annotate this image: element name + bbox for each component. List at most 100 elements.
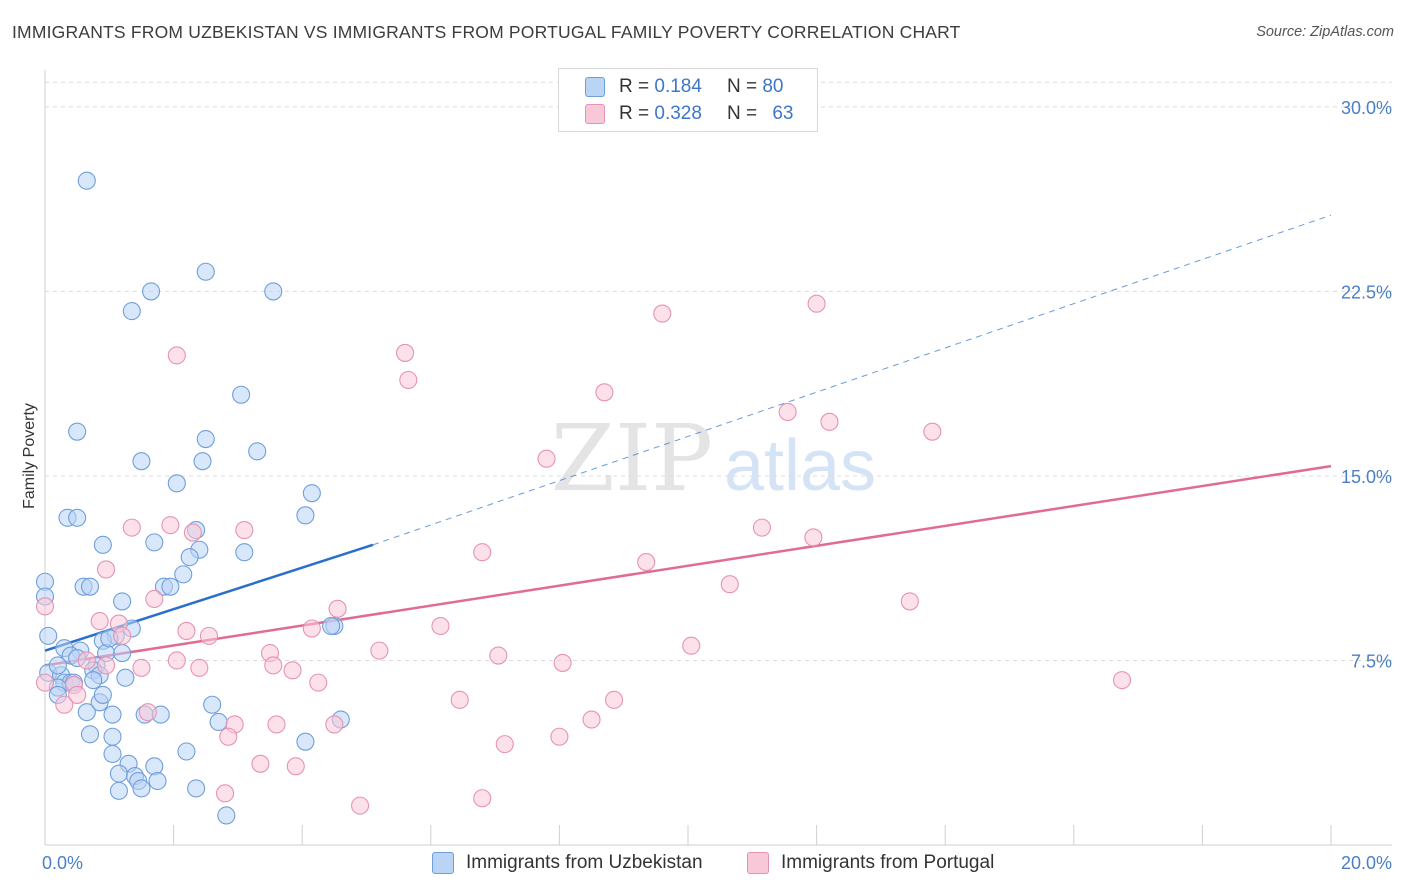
point-uzbekistan [180, 548, 199, 567]
point-uzbekistan [68, 422, 87, 441]
bottom-legend-swatch-uzbekistan [432, 852, 454, 874]
y-tick-label: 30.0% [1341, 98, 1392, 118]
watermark: ZIP atlas [551, 405, 876, 512]
point-uzbekistan [132, 452, 151, 471]
point-uzbekistan [113, 644, 132, 663]
point-portugal [489, 646, 508, 665]
point-uzbekistan [122, 302, 141, 321]
point-portugal [132, 658, 151, 677]
point-uzbekistan [209, 712, 228, 732]
point-portugal [820, 412, 839, 431]
point-uzbekistan [145, 757, 164, 776]
point-portugal [396, 343, 415, 362]
point-uzbekistan [196, 262, 215, 281]
source-credit: Source: ZipAtlas.com [1256, 24, 1394, 40]
point-uzbekistan [232, 385, 251, 404]
legend-r-label: R = [619, 103, 650, 124]
trend-line-uzbekistan-extension [372, 214, 1332, 546]
point-portugal [807, 294, 826, 313]
point-portugal [595, 383, 614, 402]
point-uzbekistan [193, 452, 212, 471]
legend-row-portugal: R = 0.328 N = 63 [585, 102, 793, 126]
point-portugal [325, 715, 344, 734]
point-portugal [431, 616, 450, 636]
point-portugal [199, 626, 219, 645]
bottom-legend-uzbekistan: Immigrants from Uzbekistan [432, 852, 703, 874]
legend-n-value: 80 [762, 76, 784, 97]
point-portugal [161, 516, 180, 535]
point-portugal [235, 521, 254, 540]
legend-n-label: N = [726, 76, 758, 97]
point-portugal [309, 673, 328, 692]
point-uzbekistan [103, 727, 122, 746]
point-uzbekistan [39, 626, 58, 645]
point-uzbekistan [103, 705, 122, 724]
point-portugal [370, 641, 389, 660]
point-portugal [113, 626, 132, 645]
data-points [35, 171, 1132, 825]
y-tick-label: 22.5% [1341, 282, 1392, 302]
point-portugal [653, 304, 672, 323]
point-portugal [923, 422, 942, 441]
point-portugal [637, 553, 656, 572]
chart-title: IMMIGRANTS FROM UZBEKISTAN VS IMMIGRANTS… [12, 22, 961, 42]
legend-swatch-portugal [585, 104, 605, 124]
point-uzbekistan [103, 744, 122, 764]
point-portugal [286, 757, 305, 776]
point-uzbekistan [116, 668, 135, 687]
point-portugal [35, 597, 55, 616]
watermark-atlas: atlas [724, 426, 876, 506]
point-uzbekistan [161, 577, 180, 596]
point-uzbekistan [109, 781, 128, 800]
point-uzbekistan [248, 442, 267, 461]
point-portugal [138, 703, 157, 722]
point-portugal [351, 796, 370, 815]
legend: R = 0.184 N = 80 R = 0.328 N = 63 [558, 68, 818, 132]
point-portugal [90, 612, 109, 631]
point-portugal [145, 589, 164, 609]
legend-r-value: 0.328 [654, 103, 702, 124]
point-uzbekistan [93, 685, 112, 704]
point-portugal [495, 735, 514, 754]
point-portugal [177, 621, 196, 641]
point-uzbekistan [177, 742, 196, 761]
point-portugal [283, 661, 302, 680]
legend-r-value: 0.184 [654, 76, 702, 97]
y-tick-label: 7.5% [1351, 651, 1392, 671]
point-portugal [35, 673, 55, 692]
point-portugal [302, 619, 321, 638]
point-uzbekistan [48, 656, 67, 675]
axes [44, 70, 1392, 846]
x-tick-label: 0.0% [42, 853, 83, 873]
point-uzbekistan [322, 616, 341, 636]
bottom-legend-swatch-portugal [747, 852, 769, 874]
point-portugal [752, 518, 771, 537]
bottom-legend-label-uzbekistan: Immigrants from Uzbekistan [466, 852, 703, 873]
point-portugal [267, 715, 286, 734]
point-portugal [473, 543, 492, 562]
point-uzbekistan [80, 725, 100, 744]
point-portugal [97, 656, 116, 675]
point-uzbekistan [109, 764, 128, 783]
point-uzbekistan [264, 282, 283, 301]
legend-n-value: 63 [772, 103, 794, 124]
point-portugal [328, 599, 347, 618]
watermark-zip: ZIP [551, 405, 713, 512]
point-uzbekistan [77, 171, 96, 190]
legend-swatch-uzbekistan [585, 77, 605, 97]
point-uzbekistan [145, 533, 164, 552]
point-portugal [68, 685, 87, 704]
y-tick-label: 15.0% [1341, 467, 1392, 487]
point-uzbekistan [203, 695, 222, 714]
point-uzbekistan [196, 429, 215, 449]
point-uzbekistan [217, 806, 236, 825]
point-portugal [550, 727, 569, 746]
point-portugal [900, 592, 919, 611]
point-portugal [77, 651, 96, 670]
point-portugal [553, 653, 572, 672]
point-portugal [190, 658, 209, 677]
point-uzbekistan [296, 506, 315, 525]
point-uzbekistan [77, 703, 96, 722]
grid-lines [45, 81, 1392, 661]
